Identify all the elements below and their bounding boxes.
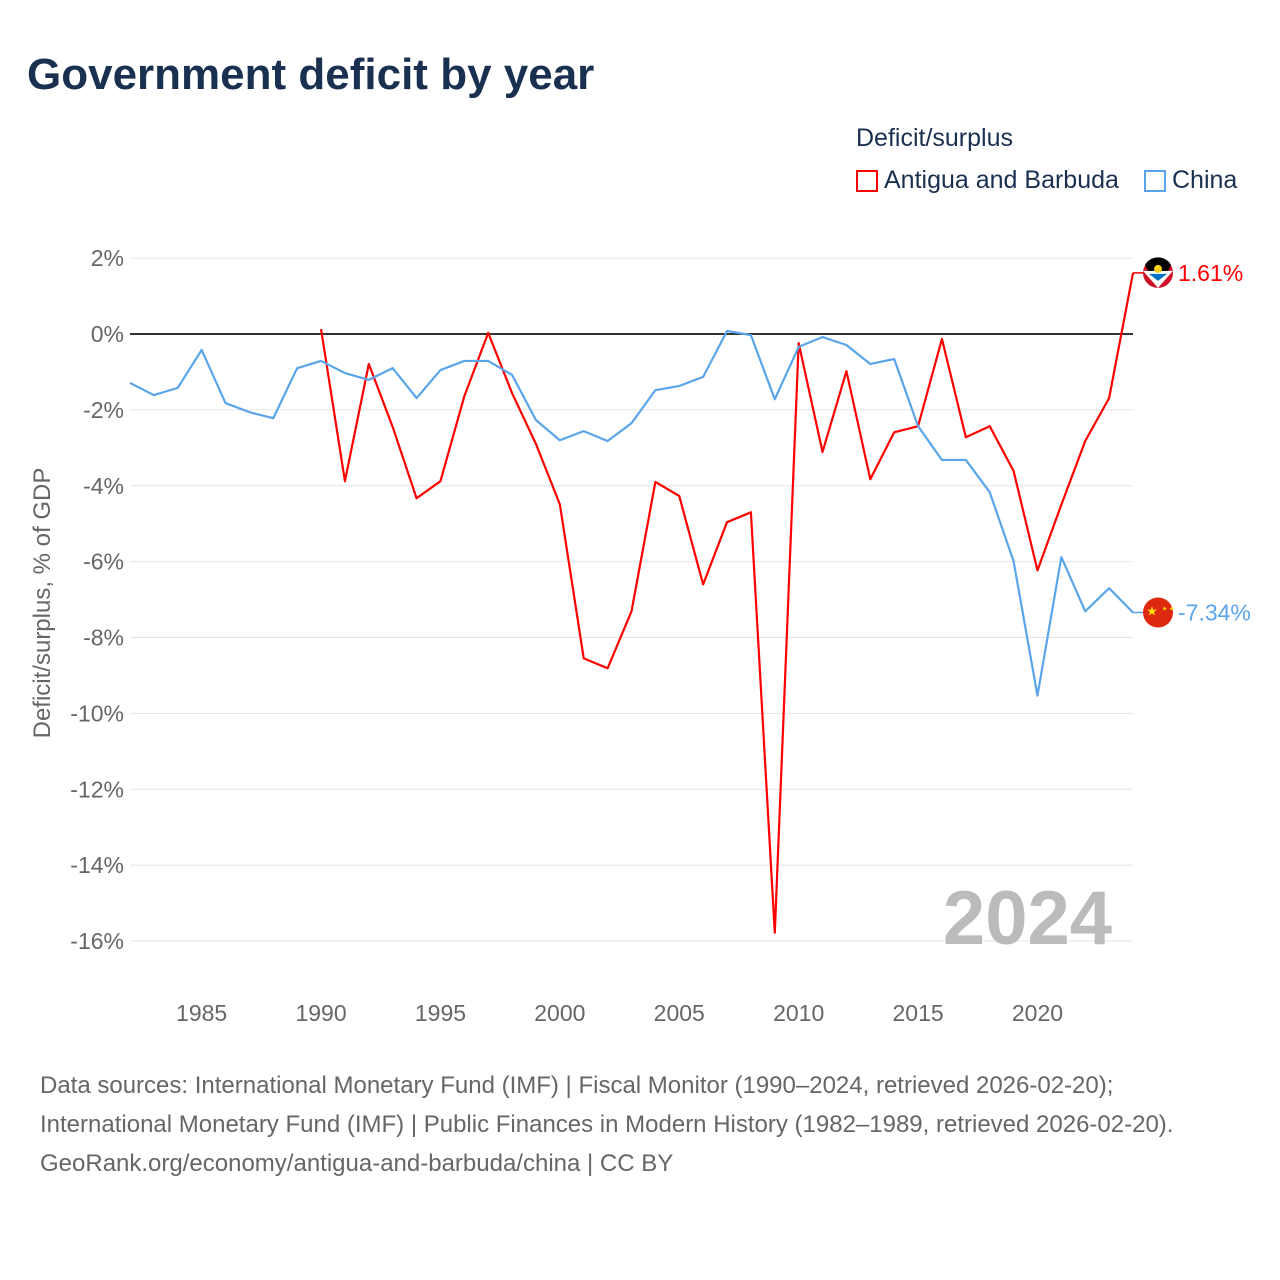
legend-swatch-antigua: [856, 169, 878, 192]
y-tick-label: -14%: [70, 852, 124, 878]
x-tick-label: 2010: [773, 1000, 824, 1026]
x-tick-label: 1985: [176, 1000, 227, 1026]
flag-black: [1145, 257, 1171, 271]
attribution-link[interactable]: GeoRank.org/economy/antigua-and-barbuda/…: [40, 1150, 674, 1177]
y-tick-label: 2%: [91, 245, 124, 271]
series-line-china: [129, 329, 1134, 697]
data-sources: Data sources: International Monetary Fun…: [40, 1072, 1174, 1138]
x-tick-label: 1990: [295, 1000, 346, 1026]
legend-label: Antigua and Barbuda: [884, 166, 1119, 194]
legend-label: China: [1172, 166, 1238, 194]
x-tick-label: 2020: [1012, 1000, 1063, 1026]
x-tick-label: 1995: [415, 1000, 466, 1026]
page-title: Government deficit by year: [27, 50, 595, 99]
flag-blue: [1149, 273, 1167, 281]
legend-item-china[interactable]: China: [1144, 166, 1237, 195]
x-tick-label: 2005: [654, 1000, 705, 1026]
y-tick-label: -6%: [83, 549, 124, 575]
series-line-antigua: [319, 272, 1135, 934]
x-tick-label: 2000: [534, 1000, 585, 1026]
y-tick-label: -16%: [70, 928, 124, 954]
y-tick-label: -8%: [83, 625, 124, 651]
y-axis-label: Deficit/surplus, % of GDP: [29, 468, 56, 739]
flag-china-icon: ★ ★ ★: [1143, 597, 1174, 628]
legend-swatch-china: [1144, 169, 1166, 192]
y-tick-label: -4%: [83, 473, 124, 499]
flag-star: ★: [1146, 603, 1158, 618]
end-label-china: -7.34%: [1178, 599, 1251, 625]
flag-antigua-icon: [1143, 257, 1173, 288]
flag-sun: [1154, 264, 1162, 273]
legend-title: Deficit/surplus: [856, 124, 1013, 152]
year-watermark: 2024: [943, 876, 1112, 961]
y-tick-label: -12%: [70, 776, 124, 802]
flag-bg: [1143, 597, 1173, 628]
flag-star: ★ ★: [1162, 605, 1174, 612]
y-tick-label: -10%: [70, 700, 124, 726]
end-label-antigua: 1.61%: [1178, 260, 1243, 286]
x-tick-label: 2015: [892, 1000, 943, 1026]
legend-item-antigua[interactable]: Antigua and Barbuda: [856, 166, 1119, 195]
y-tick-label: -2%: [83, 397, 124, 423]
line-chart: 2% 0% -2% -4% -6% -8% -10% -12% -14% -16% 1985 1990…: [29, 245, 1251, 1026]
y-tick-label: 0%: [91, 321, 124, 347]
footer: Data sources: International Monetary Fun…: [40, 1066, 1240, 1183]
